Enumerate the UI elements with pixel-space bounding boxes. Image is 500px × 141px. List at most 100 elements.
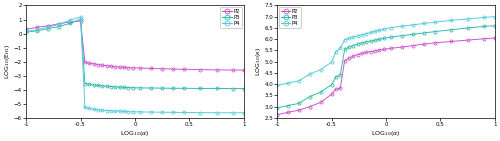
P4 — [274, 84, 280, 86]
Line: P4: P4 — [276, 15, 496, 87]
P2 — [130, 67, 136, 69]
P2 — [170, 68, 176, 70]
P4 — [421, 23, 427, 24]
Legend: P2, P3, P4: P2, P3, P4 — [278, 7, 300, 28]
P2 — [481, 38, 487, 40]
P4 — [376, 29, 382, 31]
Y-axis label: LOG$_{\mathregular{10}}$(E$_{\mathregular{H1}}$): LOG$_{\mathregular{10}}$(E$_{\mathregula… — [4, 44, 13, 80]
P4 — [86, 108, 92, 109]
P3 — [342, 49, 347, 50]
P4 — [400, 25, 406, 27]
P3 — [274, 107, 280, 109]
P3 — [354, 43, 360, 45]
P2 — [104, 65, 110, 67]
P2 — [333, 88, 339, 90]
P3 — [368, 40, 374, 42]
P3 — [350, 45, 356, 46]
P2 — [492, 37, 498, 39]
P3 — [66, 23, 72, 24]
P2 — [448, 41, 454, 42]
P3 — [400, 35, 406, 37]
P4 — [492, 16, 498, 18]
P4 — [318, 69, 324, 70]
P2 — [121, 67, 127, 68]
P3 — [126, 87, 132, 88]
P3 — [86, 83, 92, 85]
P4 — [354, 35, 360, 37]
P4 — [410, 24, 416, 26]
P2 — [372, 50, 378, 52]
P4 — [100, 109, 105, 111]
P4 — [364, 33, 370, 34]
P3 — [100, 85, 105, 87]
P2 — [56, 23, 62, 25]
P4 — [285, 82, 291, 84]
P2 — [181, 69, 187, 70]
P3 — [214, 88, 220, 89]
P3 — [338, 74, 344, 76]
P2 — [116, 66, 122, 68]
P4 — [241, 112, 247, 114]
P3 — [82, 83, 88, 84]
P4 — [346, 38, 352, 39]
P3 — [333, 76, 339, 78]
P2 — [90, 63, 96, 65]
P3 — [410, 33, 416, 35]
P3 — [421, 32, 427, 34]
X-axis label: LOG$_{\mathregular{10}}$($\alpha$): LOG$_{\mathregular{10}}$($\alpha$) — [372, 129, 400, 137]
P2 — [285, 112, 291, 113]
P3 — [34, 30, 40, 32]
P4 — [66, 19, 72, 21]
P2 — [197, 69, 203, 70]
P3 — [121, 86, 127, 88]
P2 — [112, 66, 118, 68]
P4 — [104, 110, 110, 111]
P3 — [318, 91, 324, 93]
P3 — [492, 25, 498, 27]
P3 — [45, 28, 51, 29]
P3 — [388, 36, 394, 38]
P3 — [159, 87, 165, 89]
P4 — [307, 73, 313, 75]
P3 — [78, 18, 84, 20]
P2 — [34, 26, 40, 28]
P4 — [359, 34, 365, 36]
P4 — [90, 108, 96, 110]
P3 — [95, 84, 101, 86]
P2 — [45, 25, 51, 27]
P4 — [333, 51, 339, 52]
P4 — [338, 47, 344, 49]
P3 — [241, 88, 247, 89]
P2 — [464, 39, 470, 41]
P2 — [100, 64, 105, 66]
P3 — [464, 27, 470, 29]
P4 — [368, 32, 374, 33]
P4 — [388, 27, 394, 28]
P3 — [23, 31, 29, 33]
P2 — [138, 67, 143, 69]
P4 — [296, 80, 302, 82]
P2 — [342, 60, 347, 61]
P3 — [108, 86, 114, 87]
P3 — [138, 87, 143, 89]
P2 — [359, 52, 365, 54]
P3 — [307, 96, 313, 97]
P4 — [82, 107, 88, 108]
P3 — [197, 88, 203, 89]
P3 — [448, 29, 454, 31]
P4 — [130, 111, 136, 113]
P2 — [95, 64, 101, 65]
P3 — [296, 103, 302, 104]
P4 — [56, 24, 62, 25]
P4 — [350, 36, 356, 38]
P4 — [214, 112, 220, 114]
Line: P4: P4 — [24, 16, 246, 114]
P2 — [410, 45, 416, 46]
P2 — [421, 43, 427, 45]
P4 — [372, 30, 378, 32]
P4 — [328, 61, 334, 63]
Line: P3: P3 — [276, 24, 496, 109]
P4 — [108, 110, 114, 112]
P2 — [82, 62, 88, 63]
P2 — [328, 93, 334, 95]
